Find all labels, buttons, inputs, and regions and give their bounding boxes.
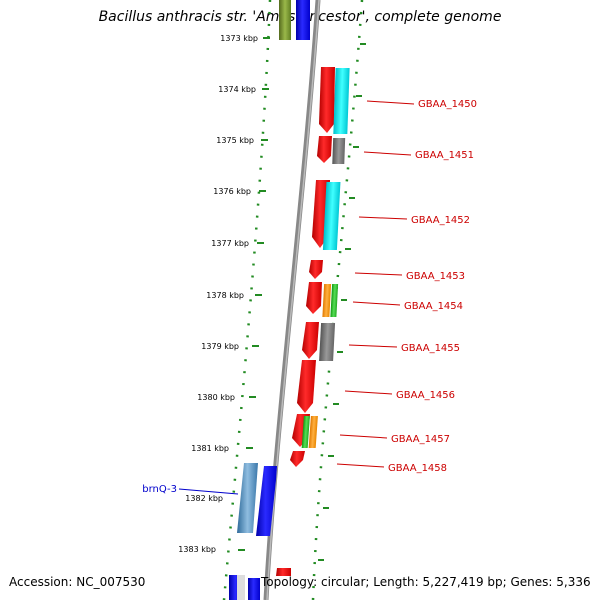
tick-labels: 1373 kbp 1374 kbp 1375 kbp 1376 kbp 1377…: [178, 34, 258, 554]
gene-label-gbaa-1450: GBAA_1450: [418, 99, 477, 110]
cds-gbaa-1453: [309, 260, 323, 279]
gene-labels: GBAA_1450 GBAA_1451 GBAA_1452 GBAA_1453 …: [142, 99, 477, 495]
gene-label-gbaa-1456: GBAA_1456: [396, 390, 455, 401]
top-partial-features: [279, 0, 310, 40]
blast-hit-gray: [319, 323, 336, 361]
cds-red-partial-bottom: [276, 568, 291, 576]
blast-hit-green: [301, 416, 310, 448]
cds-gbaa-1456: [297, 360, 316, 413]
inner-dotted-ring: [222, 0, 272, 600]
cds-gbaa-1455: [302, 322, 319, 359]
cds-brnq-3: [256, 466, 277, 536]
cds-features: [256, 67, 335, 576]
topology-text: Topology: circular; Length: 5,227,419 bp…: [261, 575, 591, 589]
tick-label: 1376 kbp: [213, 187, 251, 196]
cds-gbaa-1451: [317, 136, 332, 163]
blast-hit-white: [237, 575, 245, 600]
cds-gbaa-1450: [319, 67, 335, 133]
gene-label-gbaa-1454: GBAA_1454: [404, 301, 463, 312]
tick-label: 1373 kbp: [220, 34, 258, 43]
tick-label: 1383 kbp: [178, 545, 216, 554]
blast-hit-cyan: [322, 182, 341, 250]
cds-blue-partial: [296, 0, 310, 40]
blast-hit-features: [237, 68, 350, 533]
bottom-partial-features: [229, 575, 260, 600]
gene-label-gbaa-1455: GBAA_1455: [401, 343, 460, 354]
tick-label: 1379 kbp: [201, 342, 239, 351]
outer-dotted-ring: [311, 0, 364, 600]
blast-hit-cyan: [333, 68, 350, 134]
cds-gbaa-1458: [290, 451, 305, 467]
accession-text: Accession: NC_007530: [9, 575, 146, 589]
tick-label: 1375 kbp: [216, 136, 254, 145]
tick-label: 1380 kbp: [197, 393, 235, 402]
blast-hit-olive: [279, 0, 291, 40]
tick-label: 1378 kbp: [206, 291, 244, 300]
gene-label-brnq-3: brnQ-3: [142, 484, 177, 495]
cds-blue-partial: [248, 578, 260, 600]
blast-hit-green: [330, 284, 339, 317]
gene-label-gbaa-1457: GBAA_1457: [391, 434, 450, 445]
blast-hit-orange: [308, 416, 318, 448]
gene-label-gbaa-1452: GBAA_1452: [411, 215, 470, 226]
outer-tick-marks: [318, 43, 366, 561]
gene-label-leaders: [178, 100, 415, 495]
tick-label: 1382 kbp: [185, 494, 223, 503]
tick-label: 1374 kbp: [218, 85, 256, 94]
blast-hit-orange: [322, 284, 332, 317]
cds-gbaa-1454: [306, 282, 322, 314]
gene-label-gbaa-1453: GBAA_1453: [406, 271, 465, 282]
blast-hit-steel: [237, 463, 258, 533]
gene-label-gbaa-1458: GBAA_1458: [388, 463, 447, 474]
tick-label: 1381 kbp: [191, 444, 229, 453]
gene-label-gbaa-1451: GBAA_1451: [415, 150, 474, 161]
blast-hit-gray: [332, 138, 346, 164]
tick-label: 1377 kbp: [211, 239, 249, 248]
